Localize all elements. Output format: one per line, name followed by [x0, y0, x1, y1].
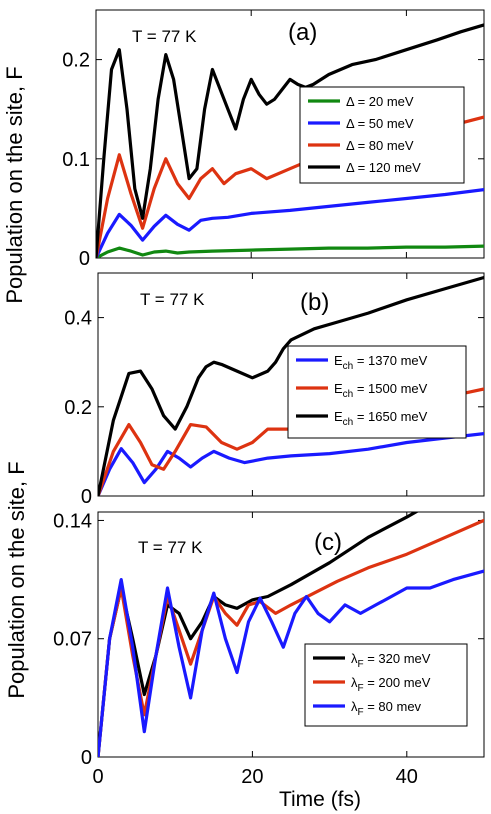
panel-label: (a) — [288, 19, 317, 46]
y-tick-label: 0 — [79, 248, 90, 270]
axis-labels: Population on the site, F Population on t… — [2, 66, 361, 811]
panel-label: (c) — [314, 529, 342, 556]
panel-label: (b) — [300, 289, 329, 316]
x-tick-label: 20 — [241, 766, 263, 788]
panel-c: 00.070.140 20 40T = 77 K (c)λF = 320 meVλF … — [53, 510, 485, 788]
y-tick-label: 0.14 — [53, 510, 92, 532]
panel-b: 0 0.2 0.4 T = 77 K (b) Ech = 1370 meV Ech = 15… — [64, 272, 485, 508]
y-tick-label: 0.07 — [53, 629, 92, 651]
y-tick-label: 0.1 — [62, 149, 90, 171]
legend-label: Ech = 1500 meV — [334, 381, 428, 400]
y-tick-label: 0.2 — [64, 397, 92, 419]
legend-label: Δ = 120 meV — [346, 160, 421, 175]
temperature-annotation: T = 77 K — [140, 290, 205, 309]
temperature-annotation: T = 77 K — [132, 27, 197, 46]
temperature-annotation: T = 77 K — [138, 538, 203, 557]
series-line — [98, 569, 484, 757]
legend: λF = 320 meV λF = 200 meV λF = 80 mev — [304, 643, 468, 727]
series-line — [96, 188, 484, 258]
x-axis-label: Time (fs) — [279, 788, 361, 811]
y-axis-label: Population on the site, F — [2, 66, 27, 303]
series-line — [96, 244, 484, 258]
y-tick-label: 0.2 — [62, 50, 90, 72]
plot-frame — [97, 272, 485, 497]
legend-label: Ech = 1370 meV — [334, 353, 428, 372]
legend-label: λF = 320 meV — [351, 651, 431, 670]
legend-label: Δ = 20 meV — [346, 94, 414, 109]
y-axis-label: Population on the site, F — [4, 461, 29, 698]
plot-frame — [97, 511, 485, 758]
x-tick-label: 40 — [396, 766, 418, 788]
series-line — [98, 275, 484, 496]
legend-label: Δ = 80 meV — [346, 138, 414, 153]
series-line — [96, 23, 484, 258]
x-tick-label: 0 — [92, 766, 103, 788]
legend: Ech = 1370 meV Ech = 1500 meV Ech = 1650 m… — [287, 345, 467, 439]
legend-label: Δ = 50 meV — [346, 116, 414, 131]
legend-label: Ech = 1650 meV — [334, 409, 428, 428]
legend: Δ = 20 meV Δ = 50 meV Δ = 80 meV Δ = 120 me… — [299, 86, 465, 184]
y-tick-label: 0.4 — [64, 308, 92, 330]
y-tick-label: 0 — [81, 747, 92, 769]
y-tick-label: 0 — [81, 486, 92, 508]
legend-label: λF = 200 meV — [351, 675, 431, 694]
series-line — [98, 432, 484, 496]
plot-frame — [95, 9, 485, 259]
legend-label: λF = 80 mev — [351, 699, 422, 718]
